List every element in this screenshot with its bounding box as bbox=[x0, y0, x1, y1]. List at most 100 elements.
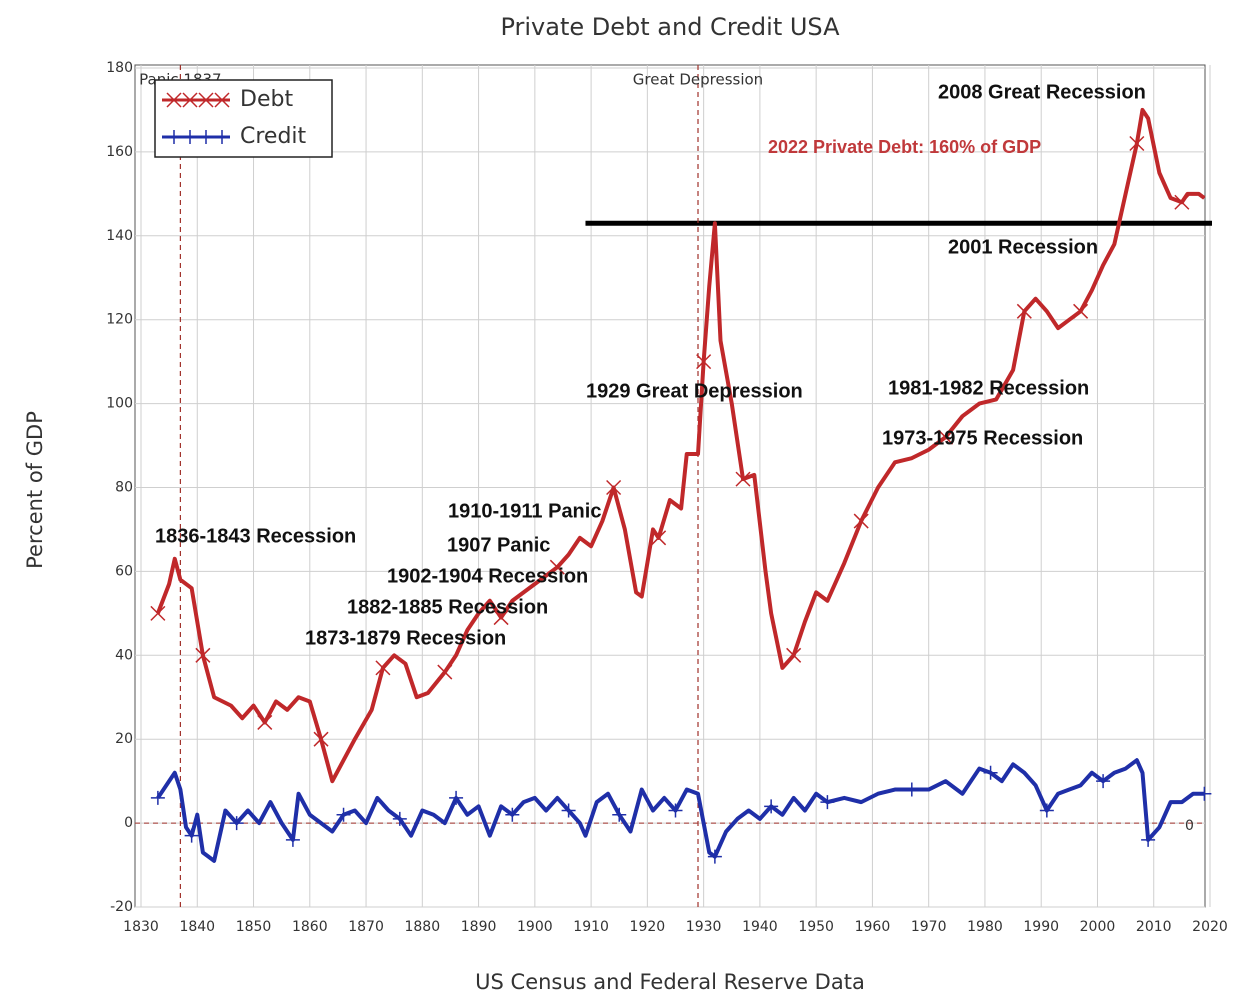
annotation: 0 bbox=[1185, 818, 1194, 834]
x-tick-label: 1910 bbox=[573, 919, 609, 935]
marker bbox=[198, 92, 214, 108]
marker bbox=[214, 92, 230, 108]
x-axis-label: US Census and Federal Reserve Data bbox=[475, 970, 865, 994]
x-tick-label: 1970 bbox=[911, 919, 947, 935]
x-tick-label: 1890 bbox=[461, 919, 497, 935]
marker bbox=[735, 471, 751, 487]
annotation: 1929 Great Depression bbox=[586, 380, 803, 402]
marker bbox=[1141, 832, 1156, 847]
y-tick-label: 140 bbox=[106, 228, 133, 244]
marker bbox=[651, 530, 667, 546]
marker bbox=[904, 782, 919, 797]
x-tick-label: 2010 bbox=[1136, 919, 1172, 935]
x-tick-label: 1950 bbox=[798, 919, 834, 935]
marker bbox=[612, 807, 627, 822]
marker bbox=[668, 803, 683, 818]
marker bbox=[437, 664, 453, 680]
x-tick-label: 2000 bbox=[1080, 919, 1116, 935]
annotation: 2022 Private Debt: 160% of GDP bbox=[768, 137, 1041, 157]
marker bbox=[1129, 135, 1145, 152]
x-tick-label: 1920 bbox=[630, 919, 666, 935]
x-tick-label: 1900 bbox=[517, 919, 553, 935]
annotation: 1910-1911 Panic bbox=[448, 500, 601, 522]
annotation: 1973-1975 Recession bbox=[882, 427, 1083, 449]
marker bbox=[184, 828, 199, 843]
y-tick-label: 80 bbox=[115, 480, 133, 496]
annotation: 2008 Great Recession bbox=[938, 81, 1146, 103]
marker bbox=[549, 559, 565, 575]
y-tick-label: 160 bbox=[106, 144, 133, 160]
marker bbox=[786, 647, 802, 663]
y-tick-label: 180 bbox=[106, 60, 133, 76]
x-tick-label: 1860 bbox=[292, 919, 328, 935]
y-tick-label: 120 bbox=[106, 312, 133, 328]
marker bbox=[505, 807, 520, 822]
marker bbox=[1039, 803, 1054, 818]
annotation: 1981-1982 Recession bbox=[888, 377, 1089, 399]
x-tick-label: 1880 bbox=[404, 919, 440, 935]
x-tick-label: 1930 bbox=[686, 919, 722, 935]
y-tick-label: -20 bbox=[110, 899, 133, 915]
x-tick-label: 1990 bbox=[1023, 919, 1059, 935]
legend-label: Credit bbox=[240, 124, 307, 149]
marker bbox=[1197, 786, 1212, 801]
x-tick-label: 1870 bbox=[348, 919, 384, 935]
y-tick-label: 40 bbox=[115, 647, 133, 663]
y-tick-label: 20 bbox=[115, 731, 133, 747]
marker bbox=[150, 605, 166, 621]
marker bbox=[561, 803, 576, 818]
x-tick-label: 1940 bbox=[742, 919, 778, 935]
y-tick-label: 100 bbox=[106, 396, 133, 412]
x-tick-label: 2020 bbox=[1192, 919, 1228, 935]
marker bbox=[983, 765, 998, 780]
marker bbox=[229, 816, 244, 831]
annotation: 1907 Panic bbox=[447, 534, 550, 556]
annotation: 1836-1843 Recession bbox=[155, 525, 356, 547]
marker bbox=[150, 790, 165, 805]
x-tick-label: 1980 bbox=[967, 919, 1003, 935]
plot-area bbox=[134, 64, 1206, 908]
marker bbox=[195, 647, 211, 663]
y-axis-label: Percent of GDP bbox=[23, 411, 47, 569]
marker bbox=[764, 799, 779, 814]
legend: Debt Credit bbox=[154, 79, 333, 158]
annotation: 2001 Recession bbox=[948, 236, 1098, 258]
x-tick-label: 1830 bbox=[123, 919, 159, 935]
marker bbox=[1174, 194, 1190, 210]
data-line bbox=[156, 107, 1206, 784]
chart-title: Private Debt and Credit USA bbox=[500, 13, 840, 41]
marker bbox=[853, 513, 869, 529]
marker bbox=[182, 92, 198, 108]
data-line bbox=[156, 758, 1205, 863]
marker bbox=[1073, 303, 1089, 319]
legend-box bbox=[154, 79, 333, 158]
x-tick-label: 1840 bbox=[179, 919, 215, 935]
annotation: 1902-1904 Recession bbox=[387, 565, 588, 587]
marker bbox=[183, 130, 197, 144]
marker bbox=[1096, 774, 1111, 789]
marker bbox=[392, 811, 407, 826]
marker bbox=[938, 429, 954, 445]
marker bbox=[313, 731, 329, 747]
marker bbox=[166, 92, 182, 108]
marker bbox=[199, 130, 213, 144]
marker bbox=[606, 479, 622, 496]
y-tick-label: 60 bbox=[115, 563, 133, 579]
annotation: 1882-1885 Recession bbox=[347, 596, 548, 618]
event-label: Great Depression bbox=[633, 71, 763, 89]
marker bbox=[167, 130, 181, 144]
marker bbox=[1016, 303, 1032, 319]
marker bbox=[696, 354, 712, 370]
marker bbox=[285, 832, 300, 847]
x-tick-label: 1960 bbox=[855, 919, 891, 935]
marker bbox=[257, 714, 273, 730]
marker bbox=[820, 795, 835, 810]
marker bbox=[336, 807, 351, 822]
legend-label: Debt bbox=[240, 87, 293, 112]
marker bbox=[215, 130, 229, 144]
marker bbox=[707, 849, 722, 864]
marker bbox=[493, 610, 509, 626]
annotation: 1873-1879 Recession bbox=[305, 627, 506, 649]
x-tick-label: 1850 bbox=[236, 919, 272, 935]
